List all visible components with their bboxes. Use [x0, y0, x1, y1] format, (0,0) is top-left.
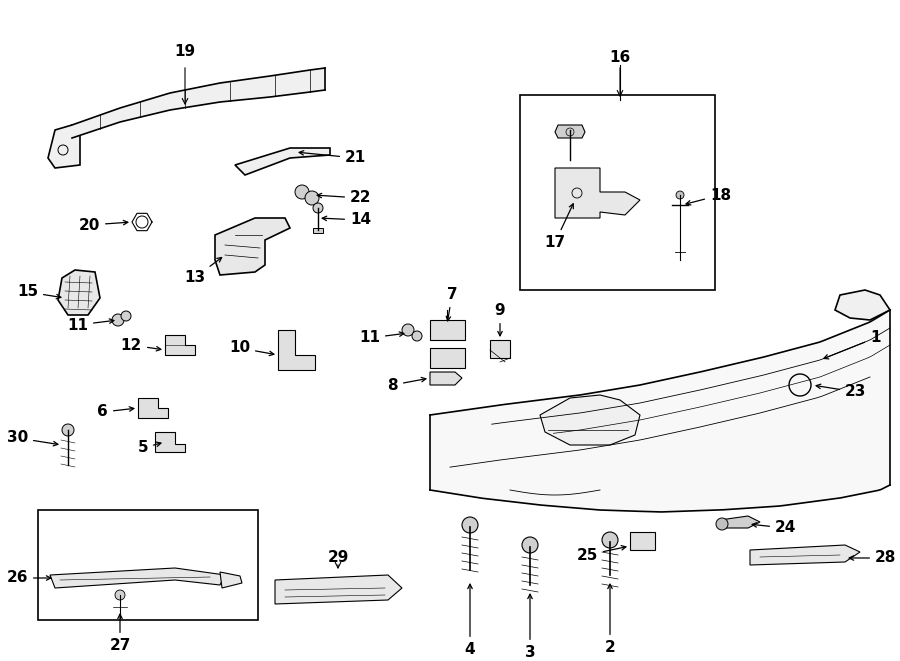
- Polygon shape: [490, 340, 510, 358]
- Bar: [313, 228, 323, 233]
- Text: 11: 11: [359, 330, 404, 346]
- Text: 18: 18: [686, 188, 731, 205]
- Polygon shape: [720, 516, 760, 528]
- Text: 22: 22: [317, 190, 372, 206]
- Text: 30: 30: [7, 430, 58, 446]
- Polygon shape: [835, 290, 890, 320]
- Text: 16: 16: [609, 50, 631, 65]
- Bar: [520, 95, 715, 290]
- Text: 13: 13: [184, 258, 221, 286]
- Circle shape: [412, 331, 422, 341]
- Circle shape: [522, 537, 538, 553]
- Circle shape: [602, 532, 618, 548]
- Polygon shape: [165, 335, 195, 355]
- Polygon shape: [430, 320, 465, 340]
- Circle shape: [462, 517, 478, 533]
- Polygon shape: [540, 395, 640, 445]
- Text: 7: 7: [446, 287, 457, 321]
- Polygon shape: [155, 432, 185, 452]
- Text: 1: 1: [824, 330, 880, 359]
- Text: 28: 28: [850, 551, 896, 566]
- Text: 26: 26: [6, 570, 50, 586]
- Text: 24: 24: [752, 520, 796, 535]
- Polygon shape: [220, 572, 242, 588]
- Circle shape: [313, 203, 323, 213]
- Circle shape: [112, 314, 124, 326]
- Circle shape: [62, 424, 74, 436]
- Circle shape: [295, 185, 309, 199]
- Polygon shape: [138, 398, 168, 418]
- Text: 15: 15: [17, 284, 61, 299]
- Text: 12: 12: [121, 338, 161, 352]
- Circle shape: [676, 191, 684, 199]
- Circle shape: [716, 518, 728, 530]
- Text: 9: 9: [495, 303, 505, 336]
- Text: 17: 17: [544, 204, 573, 250]
- Polygon shape: [555, 168, 640, 218]
- Polygon shape: [430, 372, 462, 385]
- Polygon shape: [555, 125, 585, 138]
- Text: 19: 19: [175, 44, 195, 59]
- Text: 27: 27: [109, 614, 130, 653]
- Text: 4: 4: [464, 584, 475, 657]
- Polygon shape: [275, 575, 402, 604]
- Text: 29: 29: [328, 551, 348, 566]
- Text: 21: 21: [299, 151, 366, 165]
- Circle shape: [402, 324, 414, 336]
- Circle shape: [305, 191, 319, 205]
- Text: 11: 11: [67, 317, 114, 332]
- Text: 3: 3: [525, 594, 535, 660]
- Polygon shape: [430, 310, 890, 512]
- Text: 20: 20: [78, 217, 128, 233]
- Text: 25: 25: [577, 545, 625, 563]
- Text: 5: 5: [138, 440, 161, 455]
- Polygon shape: [430, 348, 465, 368]
- Text: 14: 14: [322, 212, 371, 227]
- Circle shape: [121, 311, 131, 321]
- Polygon shape: [235, 148, 330, 175]
- Text: 2: 2: [605, 584, 616, 655]
- Bar: [630, 532, 655, 550]
- Polygon shape: [58, 270, 100, 315]
- Text: 23: 23: [816, 384, 867, 399]
- Polygon shape: [278, 330, 315, 370]
- Text: 6: 6: [97, 405, 134, 420]
- Polygon shape: [48, 125, 80, 168]
- Polygon shape: [750, 545, 860, 565]
- Text: 8: 8: [387, 377, 426, 393]
- Bar: [38, 510, 258, 620]
- Polygon shape: [50, 568, 225, 588]
- Polygon shape: [72, 68, 325, 138]
- Circle shape: [115, 590, 125, 600]
- Polygon shape: [215, 218, 290, 275]
- Text: 10: 10: [229, 340, 274, 356]
